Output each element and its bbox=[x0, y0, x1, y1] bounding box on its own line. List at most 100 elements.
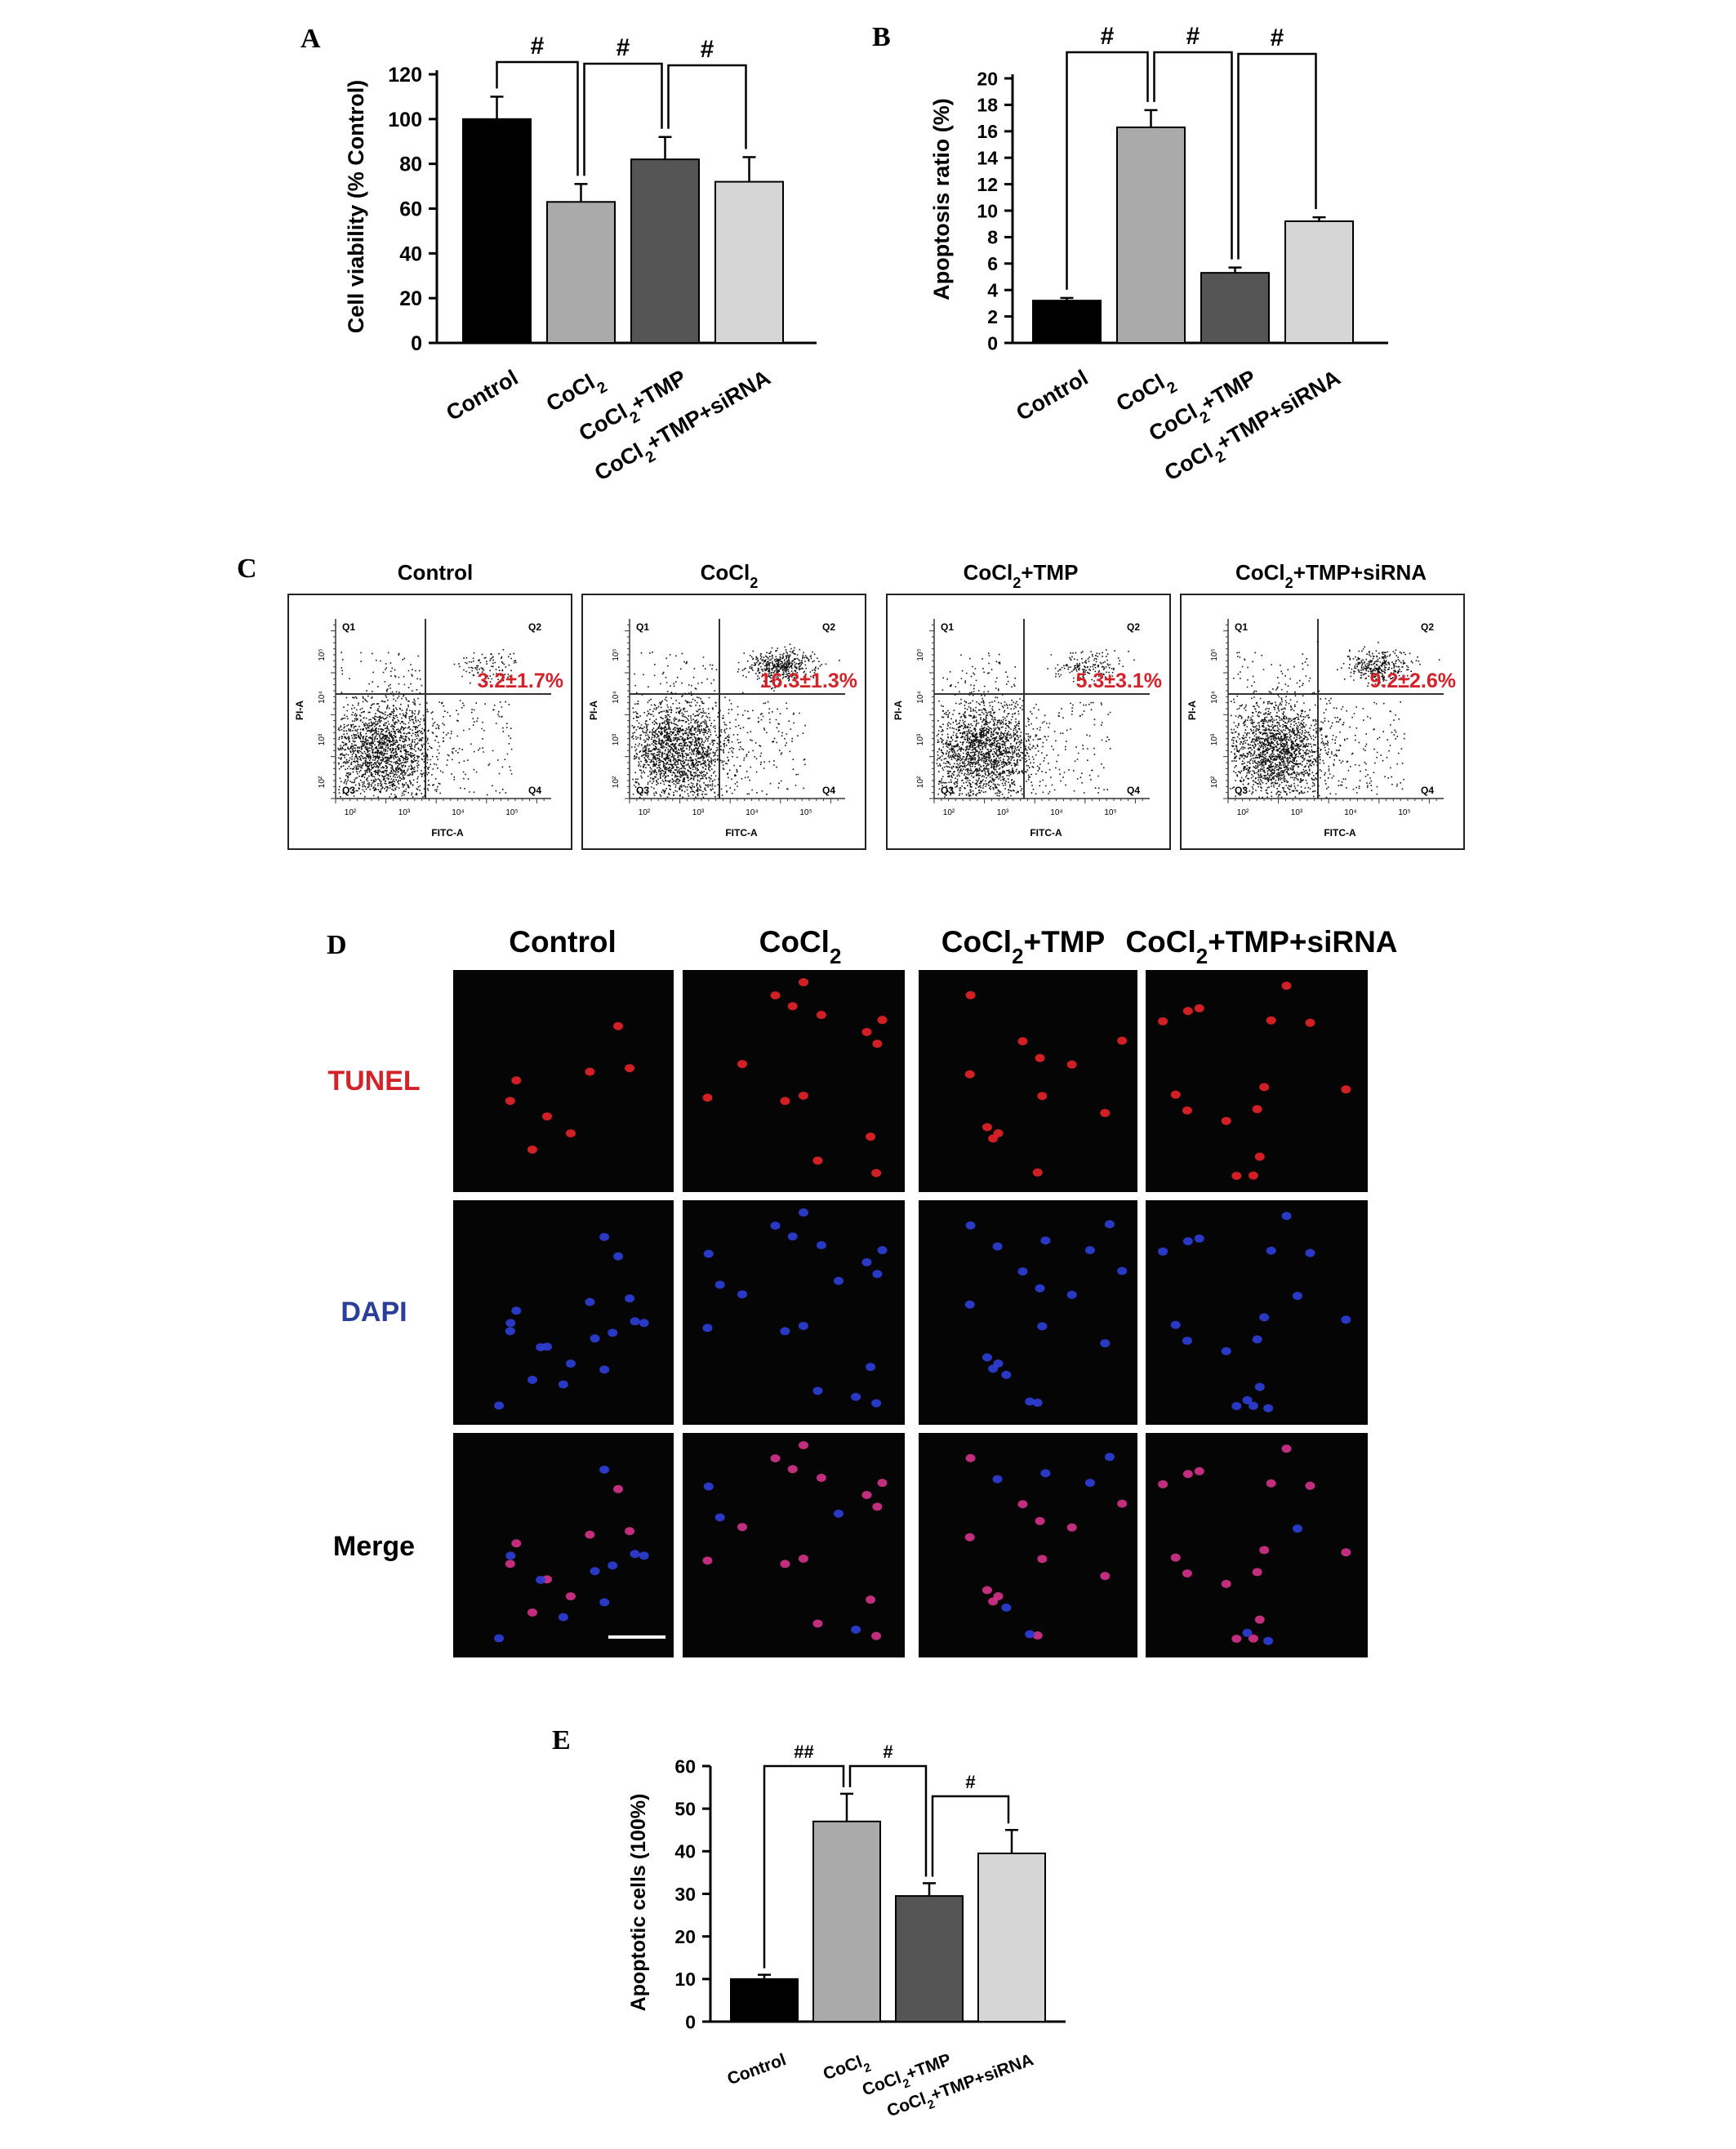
significance-label-b-2: # bbox=[1271, 24, 1284, 51]
flow-ytick-label-0-0: 10² bbox=[318, 776, 327, 788]
nucleus-dot bbox=[1259, 1083, 1270, 1092]
a-ytick-label: 100 bbox=[388, 109, 422, 131]
flow-plot-0: Control Q1 Q2 Q3 Q4 FITC-A PI-A 10² 10² 10³ 10³ 10⁴… bbox=[287, 560, 572, 850]
flow-xtick-label-3-1: 10³ bbox=[1291, 808, 1303, 817]
flow-quadrant-label-0-2: Q3 bbox=[342, 785, 355, 796]
flow-xtick-label-0-1: 10³ bbox=[398, 808, 411, 817]
nucleus-dot bbox=[770, 1454, 781, 1463]
b-ytick-label: 8 bbox=[987, 227, 998, 248]
micrograph-background bbox=[919, 970, 1137, 1192]
nucleus-dot bbox=[494, 1634, 505, 1643]
nucleus-dot bbox=[1266, 1246, 1276, 1255]
bar-a-1 bbox=[546, 201, 616, 344]
flow-xtick-label-2-0: 10² bbox=[943, 808, 955, 817]
nucleus-dot bbox=[714, 1513, 725, 1522]
flow-xaxis-label-3: FITC-A bbox=[1324, 827, 1356, 839]
nucleus-dot bbox=[527, 1375, 537, 1384]
nucleus-dot bbox=[1266, 1479, 1276, 1488]
flow-quadrant-label-3-2: Q3 bbox=[1235, 785, 1248, 796]
flow-quadrant-label-1-3: Q4 bbox=[822, 785, 835, 796]
flow-title-2: CoCl2+TMP bbox=[964, 560, 1079, 591]
e-ytick-label: 20 bbox=[674, 1926, 696, 1947]
flow-xtick-label-1-3: 10⁵ bbox=[799, 808, 812, 817]
significance-label-e-0: ## bbox=[794, 1742, 813, 1762]
nucleus-dot bbox=[1182, 1337, 1192, 1346]
flow-ytick-label-1-0: 10² bbox=[612, 776, 621, 788]
xlabel-a-0: Control bbox=[442, 365, 522, 425]
significance-label-e-1: # bbox=[883, 1742, 892, 1762]
a-ytick-label: 20 bbox=[399, 287, 422, 310]
b-ytick-label: 6 bbox=[987, 253, 998, 274]
nucleus-dot bbox=[599, 1598, 610, 1607]
nucleus-dot bbox=[964, 1533, 975, 1542]
nucleus-dot bbox=[1017, 1267, 1028, 1276]
flow-ytick-label-2-1: 10³ bbox=[916, 733, 925, 745]
nucleus-dot bbox=[1170, 1090, 1181, 1099]
significance-bracket-b-0 bbox=[1066, 51, 1149, 290]
nucleus-dot bbox=[1221, 1116, 1231, 1125]
significance-bracket-e-1 bbox=[848, 1764, 928, 1877]
nucleus-dot bbox=[613, 1021, 624, 1030]
micrograph-dapi-1 bbox=[683, 1200, 905, 1425]
micrograph-tunel-0 bbox=[453, 970, 674, 1192]
nucleus-dot bbox=[630, 1317, 640, 1326]
nucleus-dot bbox=[871, 1168, 882, 1177]
micrograph-tunel-1 bbox=[683, 970, 905, 1192]
nucleus-dot bbox=[599, 1232, 610, 1241]
a-ytick-label: 80 bbox=[399, 154, 422, 176]
nucleus-dot bbox=[1292, 1524, 1302, 1533]
nucleus-dot bbox=[1221, 1579, 1231, 1588]
nucleus-dot bbox=[585, 1067, 595, 1076]
flow-quadrant-label-1-2: Q3 bbox=[636, 785, 649, 796]
nucleus-dot bbox=[799, 978, 809, 987]
nucleus-dot bbox=[1158, 1479, 1168, 1488]
nucleus-dot bbox=[1017, 1037, 1028, 1046]
nucleus-dot bbox=[872, 1270, 883, 1279]
nucleus-dot bbox=[1037, 1092, 1048, 1101]
bar-e-3 bbox=[977, 1852, 1046, 2022]
nucleus-dot bbox=[993, 1359, 1004, 1368]
flow-ytick-label-3-0: 10² bbox=[1210, 776, 1219, 788]
panel-letter-c: C bbox=[237, 554, 257, 584]
nucleus-dot bbox=[565, 1129, 576, 1138]
flow-title-1: CoCl2 bbox=[701, 560, 759, 591]
flow-xtick-label-3-3: 10⁵ bbox=[1398, 808, 1410, 817]
flow-quadrant-label-3-3: Q4 bbox=[1421, 785, 1434, 796]
nucleus-dot bbox=[1040, 1469, 1051, 1478]
significance-label-a-0: # bbox=[531, 33, 545, 60]
nucleus-dot bbox=[1263, 1636, 1274, 1645]
nucleus-dot bbox=[851, 1625, 861, 1634]
nucleus-dot bbox=[816, 1011, 826, 1020]
bar-a-2 bbox=[630, 158, 700, 344]
nucleus-dot bbox=[877, 1479, 888, 1488]
flow-quadrant-label-1-1: Q2 bbox=[822, 621, 835, 633]
e-ytick-label: 10 bbox=[674, 1969, 696, 1990]
xlabel-b-0: Control bbox=[1012, 365, 1092, 425]
flow-q2-value-1: 16.3±1.3% bbox=[760, 670, 857, 692]
nucleus-dot bbox=[1100, 1339, 1111, 1348]
a-ytick-label: 40 bbox=[399, 242, 422, 265]
nucleus-dot bbox=[536, 1342, 546, 1351]
bar-e-1 bbox=[812, 1820, 881, 2022]
nucleus-dot bbox=[511, 1539, 522, 1548]
micrograph-background bbox=[1146, 1200, 1368, 1425]
flow-ytick-label-2-0: 10² bbox=[916, 776, 925, 788]
nucleus-dot bbox=[993, 1128, 1004, 1137]
nucleus-dot bbox=[812, 1156, 823, 1165]
b-ytick-label: 14 bbox=[977, 147, 998, 168]
nucleus-dot bbox=[1084, 1246, 1095, 1255]
flow-q2-value-3: 9.2±2.6% bbox=[1370, 670, 1456, 692]
chart-e-ylabel: Apoptotic cells (100%) bbox=[627, 1794, 650, 2012]
nucleus-dot bbox=[1100, 1572, 1111, 1581]
nucleus-dot bbox=[1221, 1346, 1231, 1355]
flow-xaxis-label-0: FITC-A bbox=[431, 827, 464, 839]
nucleus-dot bbox=[787, 1002, 798, 1011]
nucleus-dot bbox=[780, 1559, 790, 1568]
nucleus-dot bbox=[1248, 1634, 1258, 1643]
flow-scatter-points-1 bbox=[631, 643, 840, 799]
nucleus-dot bbox=[871, 1631, 882, 1640]
significance-bracket-a-0 bbox=[496, 60, 579, 176]
significance-label-a-1: # bbox=[617, 34, 630, 61]
micrograph-background bbox=[453, 970, 674, 1192]
